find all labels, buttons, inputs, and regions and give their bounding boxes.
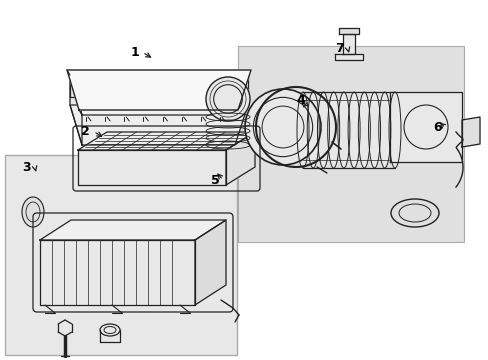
FancyBboxPatch shape <box>238 46 463 242</box>
Ellipse shape <box>378 92 390 168</box>
Polygon shape <box>40 240 195 305</box>
Ellipse shape <box>388 92 400 168</box>
Ellipse shape <box>368 92 380 168</box>
Polygon shape <box>225 132 254 185</box>
Text: 2: 2 <box>81 125 90 138</box>
Ellipse shape <box>22 197 44 227</box>
Ellipse shape <box>296 92 308 168</box>
Ellipse shape <box>100 324 120 336</box>
Polygon shape <box>195 220 225 305</box>
Ellipse shape <box>358 92 369 168</box>
Text: 4: 4 <box>296 94 305 107</box>
Ellipse shape <box>337 92 349 168</box>
Circle shape <box>205 77 249 121</box>
Polygon shape <box>70 105 247 145</box>
Ellipse shape <box>317 92 329 168</box>
Polygon shape <box>334 54 362 60</box>
Polygon shape <box>67 70 250 110</box>
Polygon shape <box>78 132 254 150</box>
Polygon shape <box>338 28 358 34</box>
Polygon shape <box>40 220 225 240</box>
Ellipse shape <box>390 199 438 227</box>
Bar <box>5 155 237 355</box>
Text: 5: 5 <box>210 174 219 186</box>
Polygon shape <box>70 75 82 145</box>
Polygon shape <box>389 92 461 162</box>
Ellipse shape <box>327 92 339 168</box>
Text: 1: 1 <box>130 46 139 59</box>
Text: 3: 3 <box>22 161 31 174</box>
Ellipse shape <box>306 92 319 168</box>
Text: 7: 7 <box>335 42 344 55</box>
Ellipse shape <box>347 92 359 168</box>
Polygon shape <box>70 75 247 97</box>
Polygon shape <box>461 117 479 147</box>
Polygon shape <box>342 34 354 54</box>
Circle shape <box>244 89 320 165</box>
Polygon shape <box>78 150 225 185</box>
Text: 6: 6 <box>432 121 441 134</box>
Polygon shape <box>70 75 247 115</box>
